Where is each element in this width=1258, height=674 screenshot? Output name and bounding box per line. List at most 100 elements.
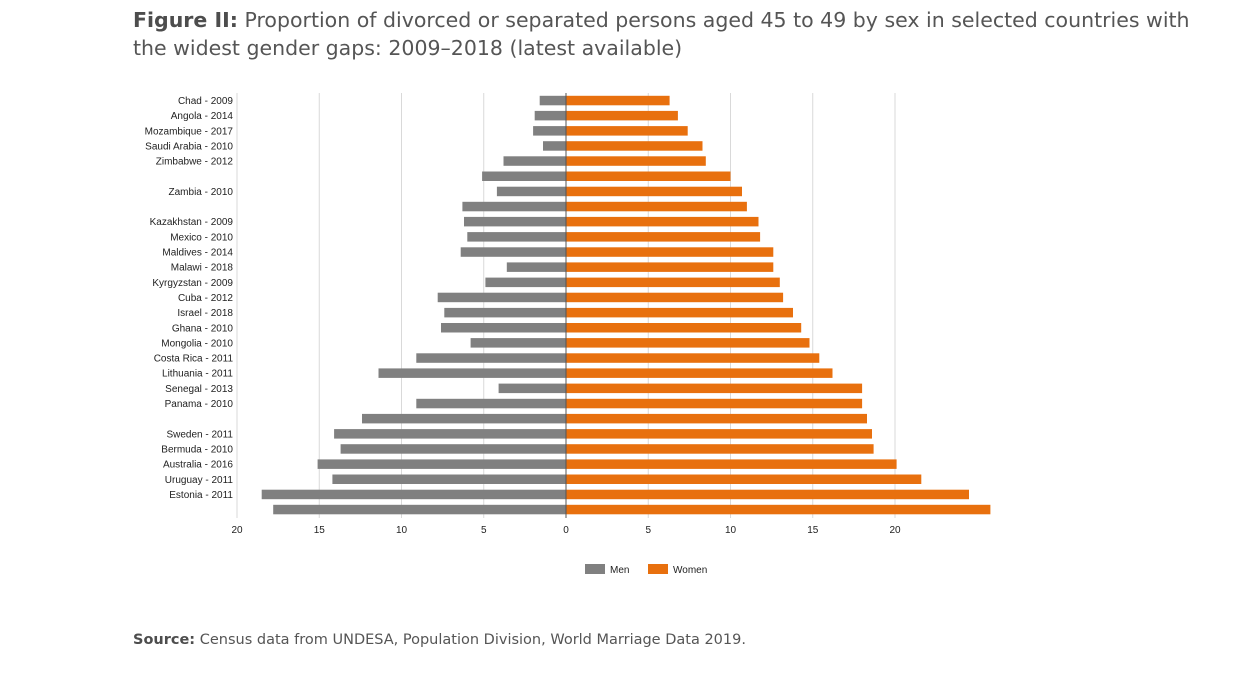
bar-men	[496, 186, 566, 197]
bar-men	[533, 126, 566, 136]
bar-women	[566, 262, 774, 272]
category-label: Panama - 2010	[165, 399, 234, 410]
x-tick-label: 10	[725, 525, 737, 536]
bar-men	[441, 323, 566, 333]
bar-women	[566, 277, 780, 288]
category-label: Mozambique - 2017	[145, 126, 234, 137]
bar-men	[470, 338, 566, 348]
chart-title: Figure II: Proportion of divorced or sep…	[133, 6, 1213, 62]
bar-men	[506, 262, 566, 272]
category-label: Cuba - 2012	[178, 293, 233, 304]
bar-men	[340, 444, 566, 454]
category-label: Kazakhstan - 2009	[150, 217, 234, 228]
bar-men	[460, 247, 566, 257]
bar-men	[482, 171, 566, 181]
category-label: Zimbabwe - 2012	[156, 157, 234, 168]
bar-men	[444, 307, 566, 318]
bar-women	[566, 110, 678, 121]
x-tick-label: 15	[314, 525, 326, 536]
category-labels: Chad - 2009 Angola - 2014 Mozambique - 201…	[145, 96, 234, 501]
bar-men	[464, 216, 566, 227]
bar-women	[566, 126, 688, 136]
bar-men	[467, 232, 566, 242]
bar-men	[261, 489, 566, 500]
source-text: Census data from UNDESA, Population Divi…	[199, 632, 746, 648]
title-text: Proportion of divorced or separated pers…	[133, 8, 1190, 60]
bar-women	[566, 338, 810, 348]
bar-men	[498, 383, 566, 394]
bar-men	[437, 292, 566, 303]
bar-women	[566, 307, 793, 318]
category-label: Chad - 2009	[178, 96, 233, 107]
x-tick-label: 5	[481, 525, 487, 536]
category-label: Saudi Arabia - 2010	[145, 141, 233, 152]
category-label: Sweden - 2011	[166, 429, 233, 440]
bar-men	[416, 353, 566, 363]
category-label: Estonia - 2011	[169, 490, 233, 501]
bar-women	[566, 141, 703, 151]
bar-women	[566, 413, 867, 424]
bar-men	[273, 504, 566, 515]
category-label: Lithuania - 2011	[162, 369, 233, 380]
bar-women	[566, 292, 784, 303]
category-label: Australia - 2016	[163, 460, 233, 471]
bar-women	[566, 216, 759, 227]
legend-label-women: Women	[673, 565, 707, 576]
bar-men	[332, 474, 566, 484]
category-label: Angola - 2014	[171, 111, 234, 122]
bar-men	[543, 141, 566, 151]
bar-men	[534, 110, 566, 121]
legend: Men Women	[585, 564, 707, 576]
bar-women	[566, 368, 833, 378]
bar-women	[566, 429, 872, 439]
bar-men	[362, 413, 566, 424]
bar-women	[566, 186, 742, 197]
category-label: Mongolia - 2010	[161, 338, 233, 349]
bar-men	[503, 156, 566, 166]
category-label: Zambia - 2010	[169, 187, 234, 198]
bar-women	[566, 171, 731, 181]
bar-men	[317, 459, 566, 469]
bar-women	[566, 459, 897, 469]
x-axis-ticks: 20 15 10 5 0 5 10 15 20	[231, 525, 901, 536]
legend-label-men: Men	[610, 565, 629, 576]
bar-women	[566, 383, 863, 394]
category-label: Senegal - 2013	[165, 384, 233, 395]
category-label: Mexico - 2010	[170, 232, 233, 243]
x-tick-label: 10	[396, 525, 408, 536]
category-label: Ghana - 2010	[172, 323, 234, 334]
x-tick-label: 0	[563, 525, 569, 536]
bar-women	[566, 398, 863, 409]
legend-swatch-men	[585, 564, 605, 574]
bar-men	[539, 95, 566, 106]
x-tick-label: 20	[231, 525, 243, 536]
category-label: Bermuda - 2010	[161, 444, 233, 455]
bar-men	[378, 368, 566, 378]
category-label: Maldives - 2014	[162, 248, 233, 259]
x-tick-label: 15	[807, 525, 819, 536]
category-label: Costa Rica - 2011	[154, 354, 234, 365]
title-prefix: Figure II:	[133, 8, 238, 32]
bar-women	[566, 95, 670, 106]
x-tick-label: 20	[889, 525, 901, 536]
bar-men	[416, 398, 566, 409]
bar-men	[334, 429, 566, 439]
category-label: Israel - 2018	[177, 308, 233, 319]
bar-women	[566, 247, 774, 257]
bar-women	[566, 489, 969, 500]
bars	[261, 95, 991, 515]
bar-women	[566, 444, 874, 454]
bar-women	[566, 504, 991, 515]
bar-men	[485, 277, 566, 288]
category-label: Kyrgyzstan - 2009	[152, 278, 233, 289]
source-note: Source: Census data from UNDESA, Populat…	[133, 632, 746, 648]
bar-women	[566, 201, 747, 212]
category-label: Uruguay - 2011	[165, 475, 234, 486]
bar-women	[566, 323, 802, 333]
bar-women	[566, 353, 820, 363]
bar-women	[566, 156, 706, 166]
bar-women	[566, 232, 761, 242]
x-tick-label: 5	[645, 525, 651, 536]
category-label: Malawi - 2018	[171, 263, 234, 274]
